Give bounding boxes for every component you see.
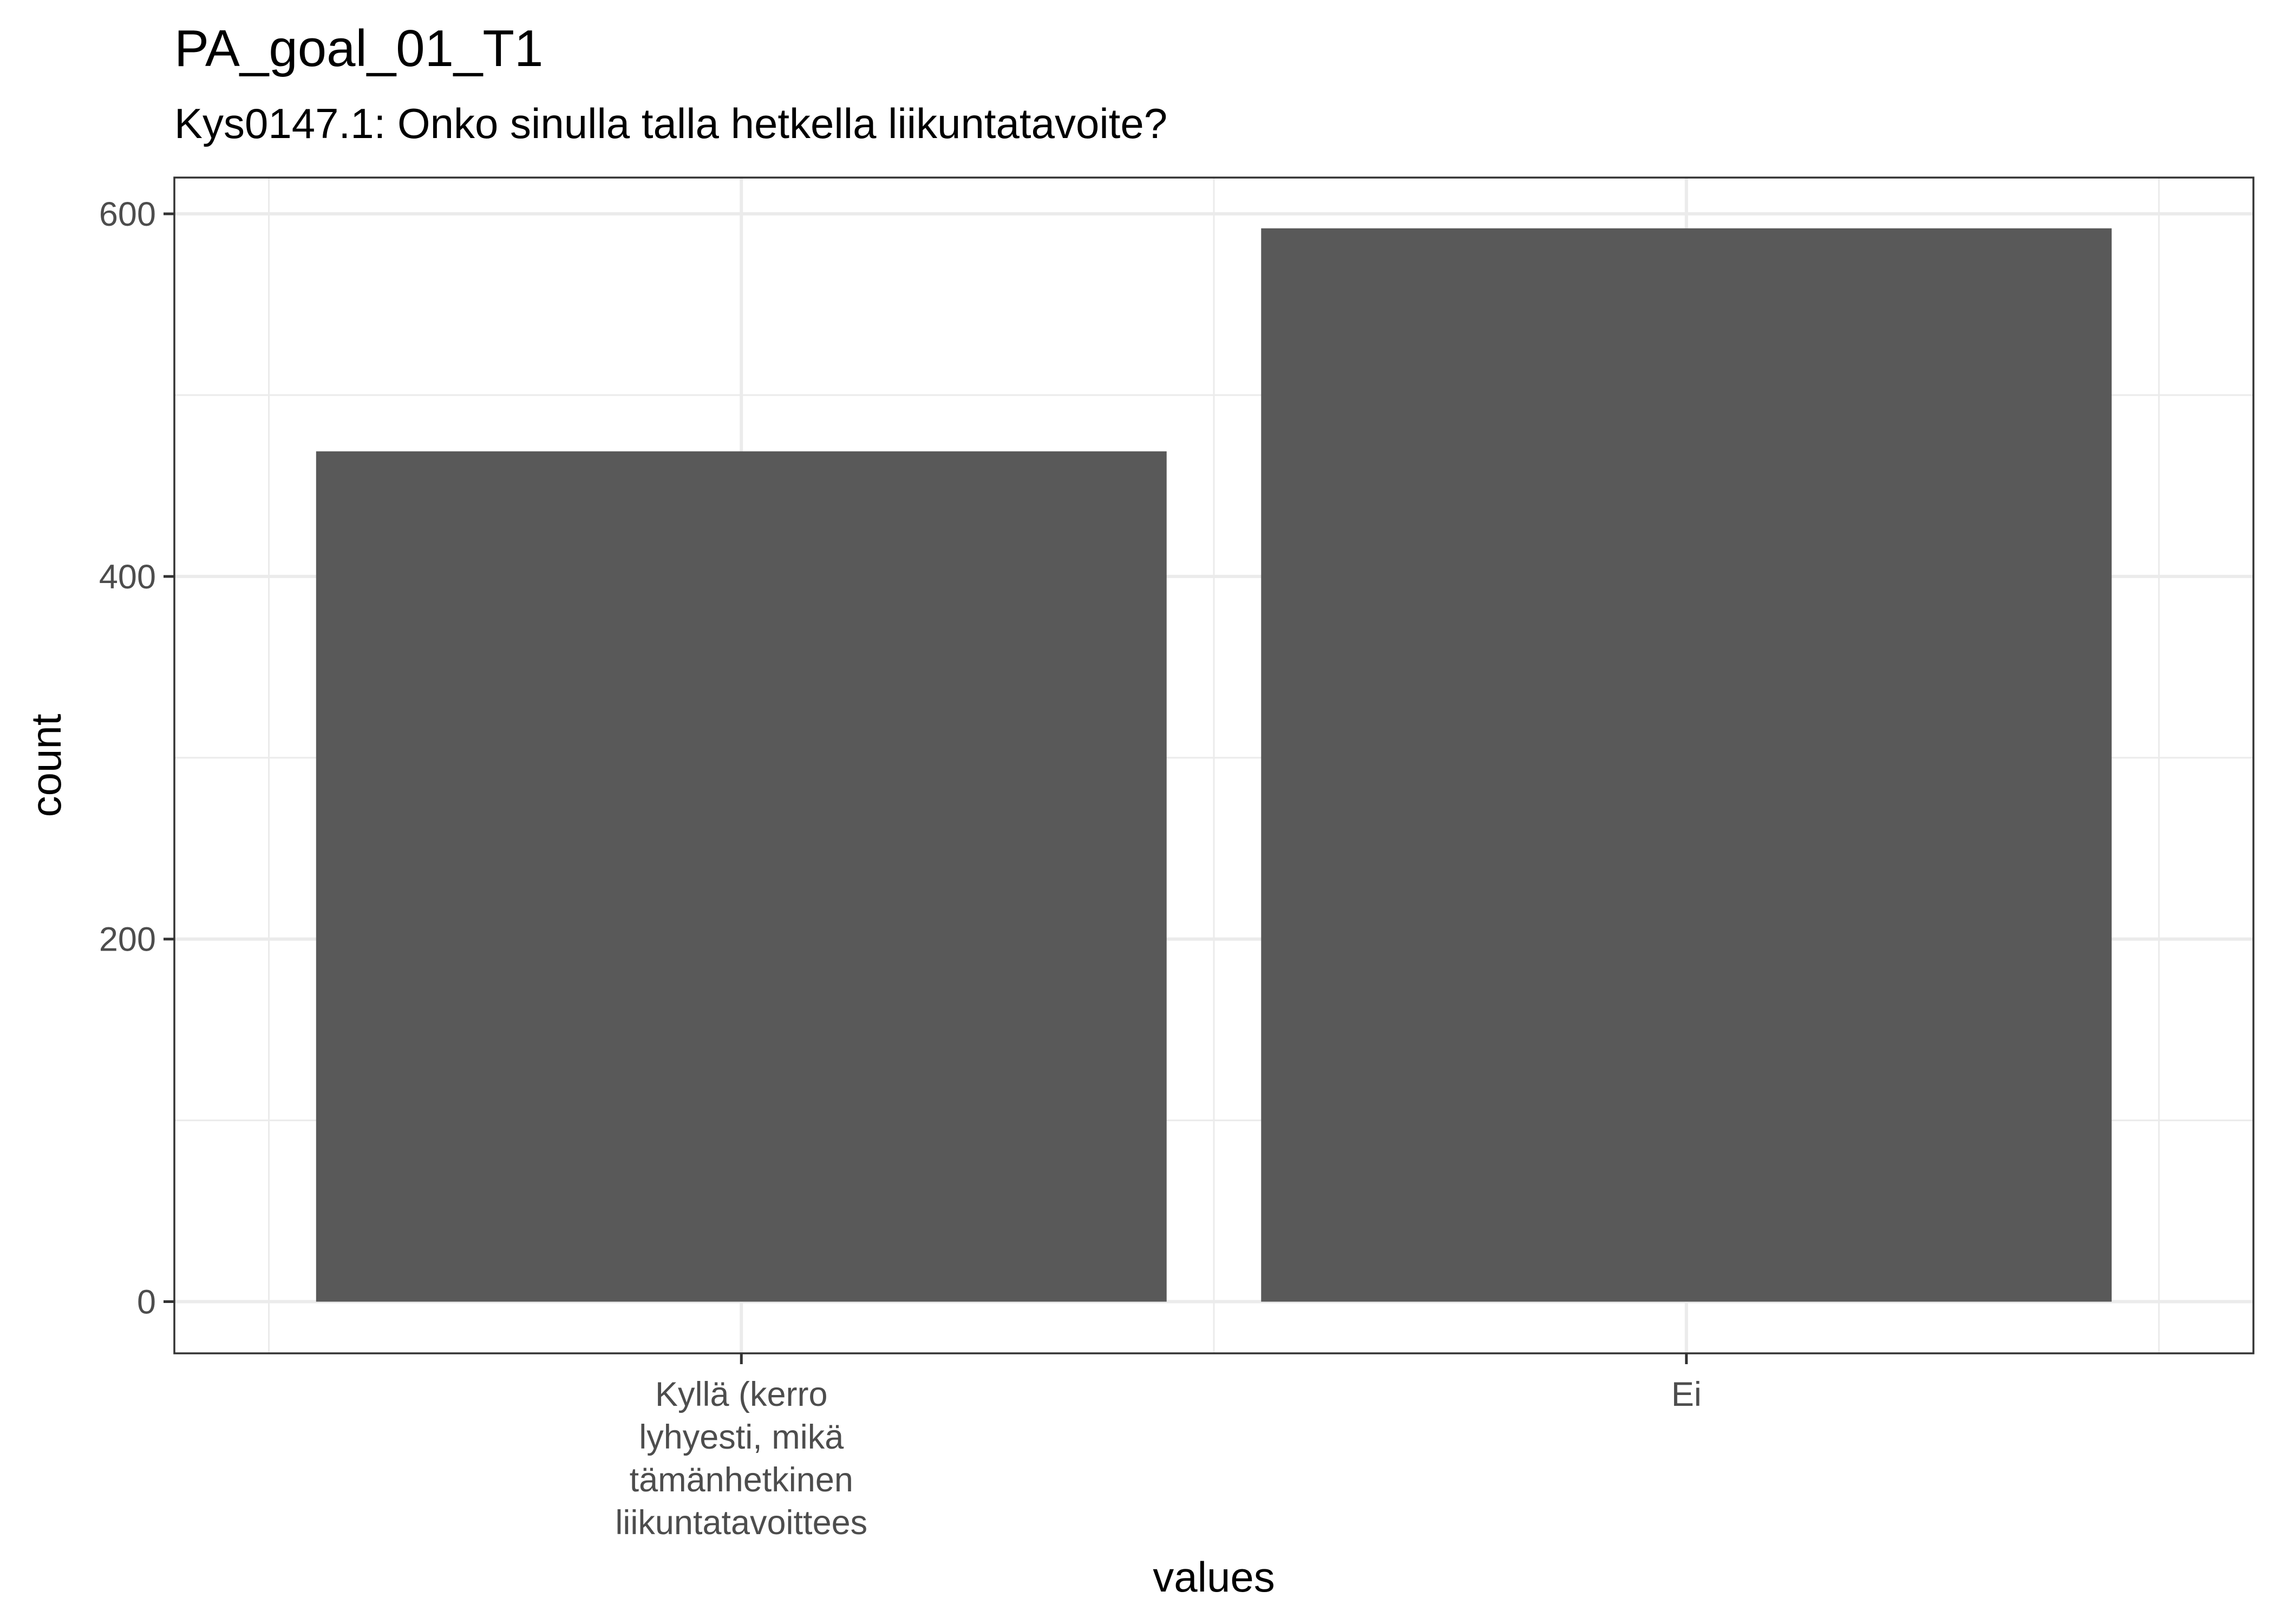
bar-2 — [1261, 228, 2112, 1302]
y-tick-label: 600 — [99, 195, 156, 233]
bar-1 — [316, 451, 1167, 1302]
axes: 0 200 400 600 Kyllä (kerro lyhyesti, mikä tämä… — [99, 195, 1702, 1542]
plot-panel-border — [173, 176, 2255, 1354]
x-axis-title: values — [1153, 1553, 1275, 1601]
x-tick-label: Kyllä (kerro lyhyesti, mikä tämänhetkinen l… — [615, 1376, 867, 1542]
chart-title: PA_goal_01_T1 — [174, 19, 543, 77]
chart-subtitle: Kys0147.1: Onko sinulla talla hetkella l… — [174, 100, 1167, 147]
y-axis-title: count — [22, 713, 70, 817]
x-tick-label: Ei — [1671, 1376, 1702, 1413]
bars — [316, 228, 2112, 1302]
y-tick-label: 0 — [137, 1284, 156, 1321]
y-tick-label: 400 — [99, 558, 156, 596]
y-tick-label: 200 — [99, 921, 156, 959]
